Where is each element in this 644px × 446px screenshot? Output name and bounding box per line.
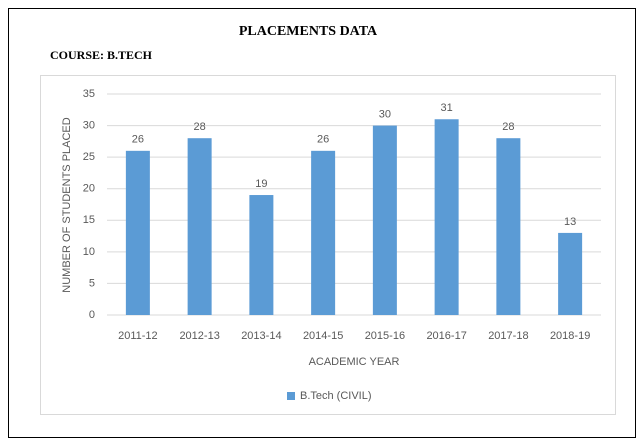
x-tick-label: 2013-14	[241, 330, 281, 342]
chart-title: PLACEMENTS DATA	[239, 24, 378, 39]
y-tick-label: 15	[83, 214, 95, 226]
x-tick-label: 2017-18	[488, 330, 528, 342]
x-tick-label: 2018-19	[550, 330, 590, 342]
x-tick-label: 2015-16	[365, 330, 405, 342]
chart-subtitle: COURSE: B.TECH	[50, 48, 153, 62]
data-label: 26	[317, 134, 329, 146]
bar	[558, 232, 583, 315]
data-label: 28	[502, 121, 514, 133]
y-tick-label: 30	[83, 119, 95, 131]
bar	[372, 125, 397, 315]
y-tick-label: 35	[83, 88, 95, 100]
data-label: 19	[255, 178, 267, 190]
bar	[187, 138, 212, 315]
bar	[249, 195, 274, 315]
x-tick-label: 2011-12	[118, 330, 158, 342]
x-axis-label: ACADEMIC YEAR	[309, 356, 400, 368]
legend-label: B.Tech (CIVIL)	[300, 390, 372, 402]
data-label: 26	[132, 134, 144, 146]
y-tick-label: 25	[83, 151, 95, 163]
data-label: 31	[441, 102, 453, 114]
bar	[311, 150, 336, 315]
y-axis-label: NUMBER OF STUDENTS PLACED	[61, 117, 73, 292]
bar	[125, 150, 150, 315]
x-tick-label: 2014-15	[303, 330, 343, 342]
data-label: 28	[194, 121, 206, 133]
bar	[496, 138, 521, 315]
x-tick-label: 2016-17	[426, 330, 466, 342]
x-tick-label: 2012-13	[179, 330, 219, 342]
bar	[434, 119, 459, 315]
data-label: 13	[564, 216, 576, 228]
y-tick-label: 0	[89, 309, 95, 321]
legend-swatch	[287, 392, 295, 400]
data-label: 30	[379, 108, 391, 120]
y-tick-label: 20	[83, 183, 95, 195]
y-tick-label: 10	[83, 246, 95, 258]
y-tick-label: 5	[89, 277, 95, 289]
